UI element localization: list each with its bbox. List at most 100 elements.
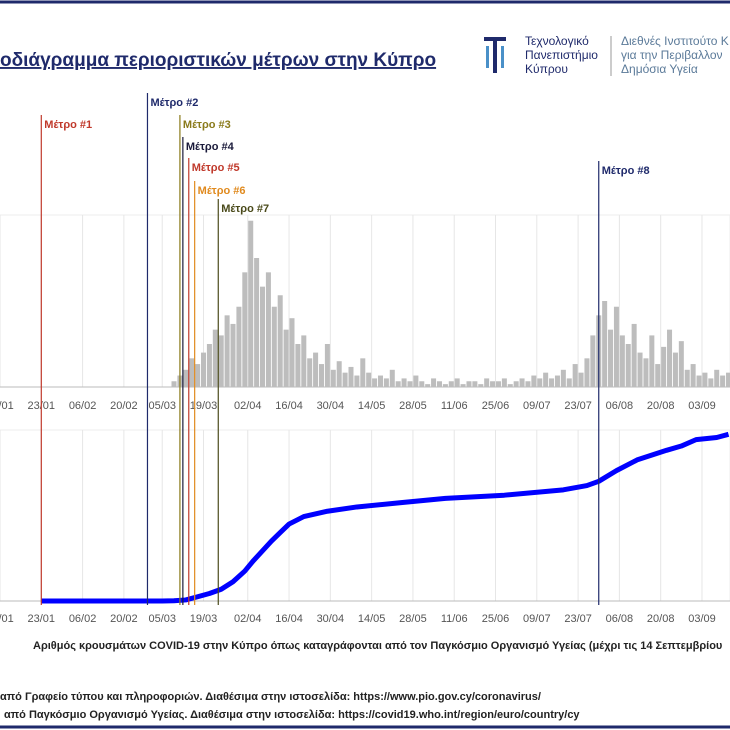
bar [195, 364, 201, 387]
x-tick-label: 09/07 [523, 400, 551, 412]
bar [578, 372, 584, 387]
bar [608, 329, 614, 387]
bar [490, 381, 496, 387]
bar [254, 258, 260, 387]
cumulative-line [41, 431, 730, 604]
bar [554, 375, 560, 387]
partner-text: για την Περιβαλλον [621, 48, 723, 62]
bar [549, 378, 555, 387]
x-tick-label: 06/02 [69, 400, 97, 412]
x-tick-label: 06/08 [606, 613, 634, 625]
bar [560, 369, 566, 387]
logo-text: Πανεπιστήμιο [525, 48, 598, 62]
partner-text: Δημόσια Υγεία [621, 62, 698, 76]
bar [484, 378, 490, 387]
bar [259, 286, 266, 387]
bar [283, 329, 289, 387]
bar [389, 369, 395, 387]
bar [183, 369, 189, 387]
x-tick-label: 02/04 [234, 400, 262, 412]
x-tick-label: 30/04 [317, 400, 345, 412]
bar [726, 372, 730, 387]
bar [602, 301, 608, 387]
bar [667, 329, 673, 387]
x-tick-label: 25/06 [482, 613, 510, 625]
bar [212, 329, 218, 387]
x-tick-label: 11/06 [441, 613, 468, 625]
x-tick-label: 28/05 [399, 613, 427, 625]
bar [425, 384, 431, 387]
logo-text: Τεχνολογικό [525, 34, 589, 48]
x-tick-label: 02/04 [234, 613, 262, 625]
x-tick-label: 09/07 [523, 613, 551, 625]
bar [448, 381, 454, 387]
bar [649, 335, 655, 387]
x-tick-label: 28/05 [399, 400, 427, 412]
bar [537, 378, 543, 387]
x-tick-label: 05/03 [148, 400, 176, 412]
partner-text: Διεθνές Ινστιτούτο Κ [621, 34, 729, 48]
x-tick-label: 23/01 [28, 613, 56, 625]
x-tick-label: 03/09 [688, 400, 716, 412]
bar [431, 378, 437, 387]
bar [372, 378, 378, 387]
bar [714, 369, 720, 387]
bar [655, 364, 661, 387]
bar [454, 378, 460, 387]
x-tick-label: 20/02 [110, 613, 138, 625]
measure-label: Μέτρο #1 [44, 119, 92, 131]
bar [236, 306, 242, 387]
logo-icon [484, 37, 506, 73]
bar [377, 375, 383, 387]
bar [171, 381, 177, 387]
bar [336, 361, 342, 387]
x-tick-label: 16/04 [275, 613, 303, 625]
x-tick-label: 03/09 [688, 613, 716, 625]
bar [466, 381, 472, 387]
bar [324, 344, 330, 387]
bar [224, 315, 230, 387]
bar [720, 375, 726, 387]
x-tick-label: 09/01 [0, 400, 14, 412]
bar [519, 378, 525, 387]
x-tick-label: 23/07 [564, 400, 592, 412]
x-tick-label: 16/04 [275, 400, 303, 412]
bar [301, 335, 307, 387]
bar [348, 366, 354, 387]
bar [572, 364, 578, 387]
bar [265, 272, 271, 387]
x-tick-label: 05/03 [148, 613, 176, 625]
bar [289, 318, 295, 387]
bar [360, 358, 366, 387]
bar [495, 381, 501, 387]
bar [419, 381, 425, 387]
source: από Γραφείο τύπου και πληροφοριών. Διαθέ… [0, 691, 541, 703]
bar [472, 381, 478, 387]
bar [201, 352, 207, 387]
x-tick-label: 06/08 [606, 400, 634, 412]
bar [702, 372, 708, 387]
bar [354, 375, 360, 387]
x-tick-label: 25/06 [482, 400, 510, 412]
bar [242, 272, 248, 387]
caption: Αριθμός κρουσμάτων COVID-19 στην Κύπρο ό… [33, 640, 722, 652]
bar [531, 375, 537, 387]
x-tick-label: 14/05 [358, 613, 386, 625]
measure-label: Μέτρο #4 [186, 141, 235, 153]
bar [696, 375, 702, 387]
bar [619, 335, 625, 387]
bar [407, 381, 413, 387]
measure-label: Μέτρο #2 [150, 97, 198, 109]
x-tick-label: 20/02 [110, 400, 138, 412]
x-tick-label: 20/08 [647, 400, 675, 412]
bar [271, 306, 277, 387]
bar [613, 306, 619, 387]
bar [566, 378, 572, 387]
bar [690, 364, 696, 387]
bar [678, 341, 684, 387]
bar [507, 384, 513, 387]
bar [436, 381, 442, 387]
x-tick-label: 14/05 [358, 400, 386, 412]
logo-text: Κύπρου [525, 62, 568, 76]
